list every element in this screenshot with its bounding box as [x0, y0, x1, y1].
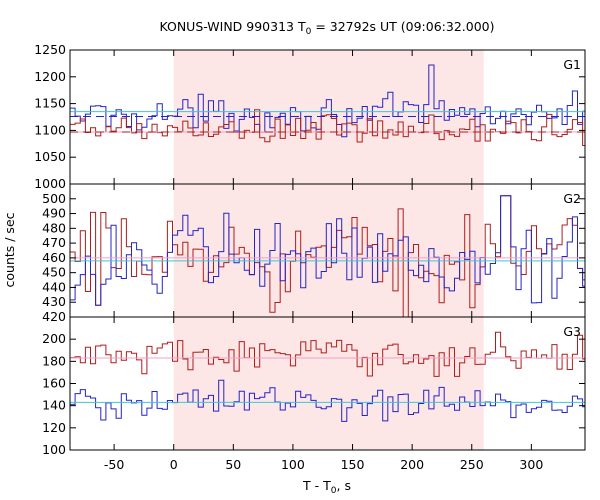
panel-label-g3: G3: [563, 324, 581, 339]
y-tick-label: 420: [42, 309, 66, 324]
panels-group: 1000 1050 1100 1150 1200 1250 G1 42043044045046…: [34, 42, 586, 457]
x-tick-label: 50: [225, 457, 241, 472]
x-axis-label: T - T0, s: [302, 478, 351, 496]
x-tick-label: 0: [170, 457, 178, 472]
y-tick-label: 100: [42, 442, 66, 457]
shaded-interval: [173, 50, 484, 184]
series-red-g3: [70, 331, 585, 377]
y-tick-label: 1050: [34, 149, 66, 164]
chart-title-rest: = 32792s UT (09:06:32.000): [311, 19, 494, 34]
series-blue-g2: [70, 195, 585, 306]
chart-title-subscript: 0: [306, 27, 312, 37]
y-axis-label: counts / sec: [2, 212, 17, 287]
y-tick-label: 430: [42, 294, 66, 309]
x-tick-label: 300: [519, 457, 543, 472]
panel-g3: 100 120 140 160 180 200 G3: [42, 316, 586, 457]
x-axis-label-rest: , s: [337, 478, 351, 493]
x-tick-labels: -50 0 50 100 150 200 250 300: [104, 457, 543, 472]
shaded-interval: [173, 184, 484, 317]
x-tick-label: 200: [400, 457, 424, 472]
x-tick-label: 250: [460, 457, 484, 472]
y-tick-label: 500: [42, 191, 66, 206]
plot-area: [70, 331, 585, 422]
x-tick-label: -50: [104, 457, 124, 472]
chart-title: KONUS-WIND 990313 T0 = 32792s UT (09:06:…: [159, 19, 494, 37]
series-red-g1: [70, 109, 585, 146]
x-axis-label-subscript: 0: [331, 486, 337, 496]
y-tick-label: 1250: [34, 42, 66, 57]
x-tick-label: 100: [281, 457, 305, 472]
y-tick-label: 120: [42, 420, 66, 435]
x-axis-label-main: T - T: [302, 478, 331, 493]
panel-g1: 1000 1050 1100 1150 1200 1250 G1: [34, 42, 586, 191]
y-tick-label: 460: [42, 250, 66, 265]
x-tick-label: 150: [341, 457, 365, 472]
shaded-interval: [173, 317, 484, 450]
y-tick-label: 1200: [34, 69, 66, 84]
y-tick-label: 200: [42, 331, 66, 346]
panel-label-g1: G1: [563, 57, 581, 72]
y-tick-label: 140: [42, 398, 66, 413]
y-tick-label: 450: [42, 265, 66, 280]
y-tick-label: 440: [42, 279, 66, 294]
y-tick-label: 490: [42, 206, 66, 221]
y-tick-label: 1150: [34, 96, 66, 111]
y-tick-label: 1000: [34, 176, 66, 191]
panel-label-g2: G2: [563, 191, 581, 206]
y-tick-label: 480: [42, 220, 66, 235]
y-tick-label: 1100: [34, 122, 66, 137]
y-tick-label: 470: [42, 235, 66, 250]
plot-area: [70, 195, 585, 317]
y-tick-label: 180: [42, 353, 66, 368]
plot-area: [70, 64, 585, 146]
y-tick-label: 160: [42, 376, 66, 391]
series-blue-g3: [70, 379, 585, 422]
chart-title-main: KONUS-WIND 990313 T: [159, 19, 305, 34]
